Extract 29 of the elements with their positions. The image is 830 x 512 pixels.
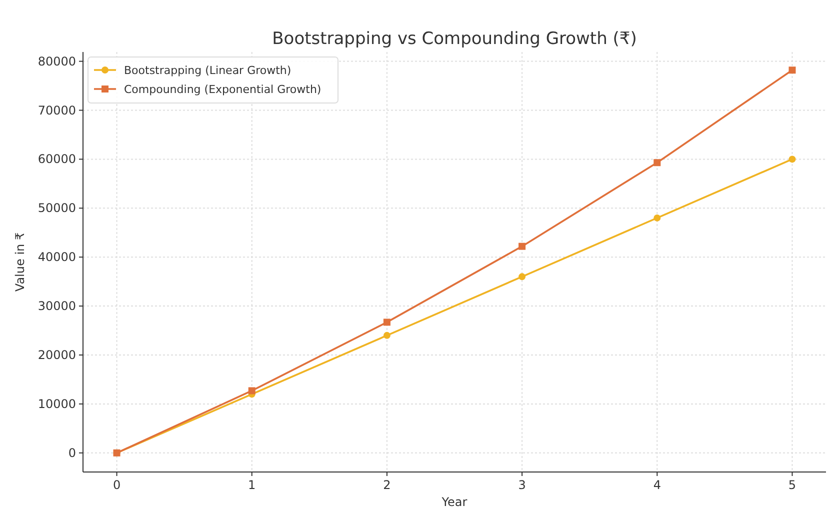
chart-title: Bootstrapping vs Compounding Growth (₹): [272, 29, 637, 49]
x-axis-title: Year: [440, 495, 468, 509]
y-tick-label: 20000: [38, 348, 76, 362]
y-tick-label: 60000: [38, 152, 76, 166]
x-tick-label: 2: [383, 478, 391, 492]
x-tick-label: 5: [788, 478, 796, 492]
x-tick-label: 4: [653, 478, 661, 492]
point: [518, 242, 526, 250]
y-tick-label: 80000: [38, 54, 76, 68]
x-tick-label: 0: [112, 478, 121, 492]
point: [248, 387, 256, 394]
y-tick-label: 30000: [38, 299, 76, 314]
y-tick-label: 50000: [38, 201, 76, 216]
point: [788, 66, 796, 74]
y-tick-label: 10000: [38, 396, 76, 411]
point: [654, 214, 661, 222]
x-tick-label: 1: [248, 478, 256, 492]
legend-label: Compounding (Exponential Growth): [124, 83, 322, 96]
point: [518, 273, 526, 280]
y-tick-label: 70000: [38, 103, 76, 118]
y-tick-label: 40000: [38, 250, 76, 264]
y-tick-label: 0: [68, 446, 76, 460]
point: [788, 156, 796, 163]
legend-label: Bootstrapping (Linear Growth): [124, 64, 292, 77]
y-axis-title: Value in ₹: [13, 232, 27, 292]
point: [383, 318, 390, 326]
point: [654, 159, 661, 166]
x-tick-label: 3: [518, 478, 526, 492]
point: [383, 332, 390, 339]
